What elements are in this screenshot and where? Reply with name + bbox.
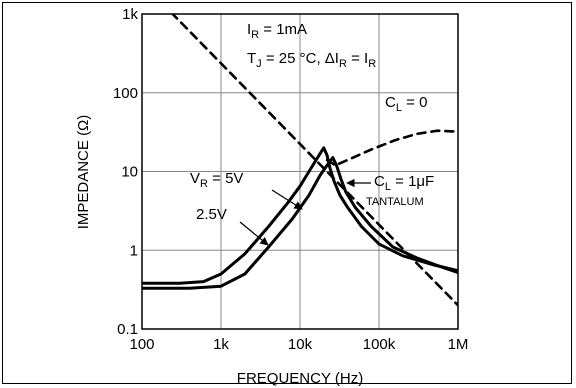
- annotation-2-5v: 2.5V: [196, 206, 227, 223]
- x-axis-title: FREQUENCY (Hz): [237, 370, 363, 387]
- series-line-3: [170, 14, 458, 307]
- x-tick-label: 100k: [363, 336, 396, 353]
- y-tick-label: 1k: [122, 6, 138, 23]
- series-line-4: [325, 129, 458, 167]
- annotation-vr: VR = 5V: [190, 170, 243, 190]
- annotation-cl0: CL = 0: [385, 94, 427, 114]
- x-tick-labels: 100 1k 10k 100k 1M: [129, 336, 468, 353]
- series-line-2: [142, 156, 458, 290]
- x-tick-label: 10k: [288, 336, 313, 353]
- annotation-ir: IR = 1mA: [247, 21, 307, 41]
- vr-5v-pointer: [271, 189, 303, 210]
- annotation-tj: TJ = 25 °C, ΔIR = IR: [247, 50, 376, 70]
- series-line-1: [142, 146, 458, 285]
- series-group: [142, 14, 458, 307]
- x-tick-label: 1M: [448, 336, 469, 353]
- y-tick-label: 1: [130, 242, 138, 259]
- vr-2-5v-pointer: [239, 221, 269, 246]
- y-tick-label: 10: [121, 164, 138, 181]
- y-axis-title: IMPEDANCE (Ω): [75, 115, 92, 230]
- annotation-tantalum: TANTALUM: [366, 196, 424, 208]
- annotation-cl1: CL = 1μF: [374, 173, 434, 193]
- y-tick-label: 100: [113, 85, 138, 102]
- figure-frame: [2, 2, 572, 384]
- y-tick-labels: 0.1 1 10 100 1k: [113, 6, 139, 338]
- plot-area: [141, 13, 459, 330]
- x-tick-label: 1k: [213, 336, 229, 353]
- y-tick-label: 0.1: [117, 321, 138, 338]
- x-tick-label: 100: [129, 336, 154, 353]
